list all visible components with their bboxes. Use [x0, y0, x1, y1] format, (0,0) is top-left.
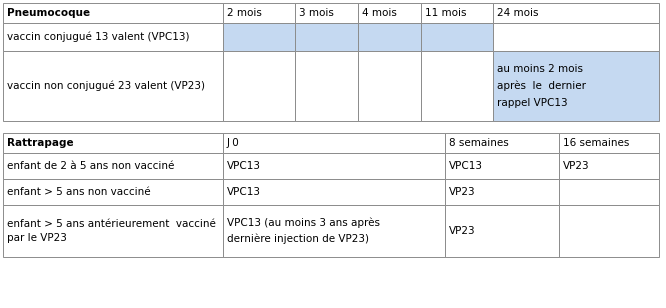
Text: vaccin conjugué 13 valent (VPC13): vaccin conjugué 13 valent (VPC13) [7, 32, 190, 42]
Bar [493, 3, 659, 23]
Bar [3, 23, 223, 51]
Bar [223, 51, 295, 121]
Bar [445, 153, 559, 179]
Bar [559, 179, 659, 205]
Bar [3, 3, 223, 23]
Text: 11 mois: 11 mois [425, 8, 466, 18]
Bar [295, 51, 358, 121]
Bar [421, 51, 493, 121]
Text: VPC13: VPC13 [449, 161, 483, 171]
Bar [559, 205, 659, 257]
Bar [3, 205, 223, 257]
Bar [445, 133, 559, 153]
Bar [223, 205, 445, 257]
Text: 4 mois: 4 mois [362, 8, 397, 18]
Bar [223, 133, 445, 153]
Text: 16 semaines: 16 semaines [563, 138, 629, 148]
Text: VPC13: VPC13 [227, 161, 261, 171]
Text: VPC13 (au moins 3 ans après
dernière injection de VP23): VPC13 (au moins 3 ans après dernière inj… [227, 218, 380, 244]
Bar [223, 153, 445, 179]
Bar [295, 23, 358, 51]
Text: au moins 2 mois
après  le  dernier
rappel VPC13: au moins 2 mois après le dernier rappel … [497, 64, 586, 108]
Bar [3, 153, 223, 179]
Text: Pneumocoque: Pneumocoque [7, 8, 90, 18]
Bar [358, 23, 421, 51]
Text: 24 mois: 24 mois [497, 8, 539, 18]
Text: VP23: VP23 [449, 187, 476, 197]
Bar [223, 3, 295, 23]
Bar [445, 205, 559, 257]
Bar [493, 23, 659, 51]
Text: VP23: VP23 [563, 161, 589, 171]
Bar [358, 3, 421, 23]
Bar [493, 51, 659, 121]
Bar [3, 133, 223, 153]
Text: VP23: VP23 [449, 226, 476, 236]
Text: 2 mois: 2 mois [227, 8, 262, 18]
Text: 3 mois: 3 mois [299, 8, 334, 18]
Text: enfant de 2 à 5 ans non vacciné: enfant de 2 à 5 ans non vacciné [7, 161, 174, 171]
Bar [223, 179, 445, 205]
Text: J 0: J 0 [227, 138, 240, 148]
Bar [3, 51, 223, 121]
Bar [421, 3, 493, 23]
Text: enfant > 5 ans non vacciné: enfant > 5 ans non vacciné [7, 187, 151, 197]
Bar [223, 23, 295, 51]
Text: 8 semaines: 8 semaines [449, 138, 509, 148]
Bar [445, 179, 559, 205]
Text: Rattrapage: Rattrapage [7, 138, 74, 148]
Bar [358, 51, 421, 121]
Bar [3, 179, 223, 205]
Bar [295, 3, 358, 23]
Text: vaccin non conjugué 23 valent (VP23): vaccin non conjugué 23 valent (VP23) [7, 81, 205, 91]
Bar [421, 23, 493, 51]
Text: enfant > 5 ans antérieurement  vacciné
par le VP23: enfant > 5 ans antérieurement vacciné pa… [7, 219, 216, 243]
Text: VPC13: VPC13 [227, 187, 261, 197]
Bar [559, 133, 659, 153]
Bar [559, 153, 659, 179]
